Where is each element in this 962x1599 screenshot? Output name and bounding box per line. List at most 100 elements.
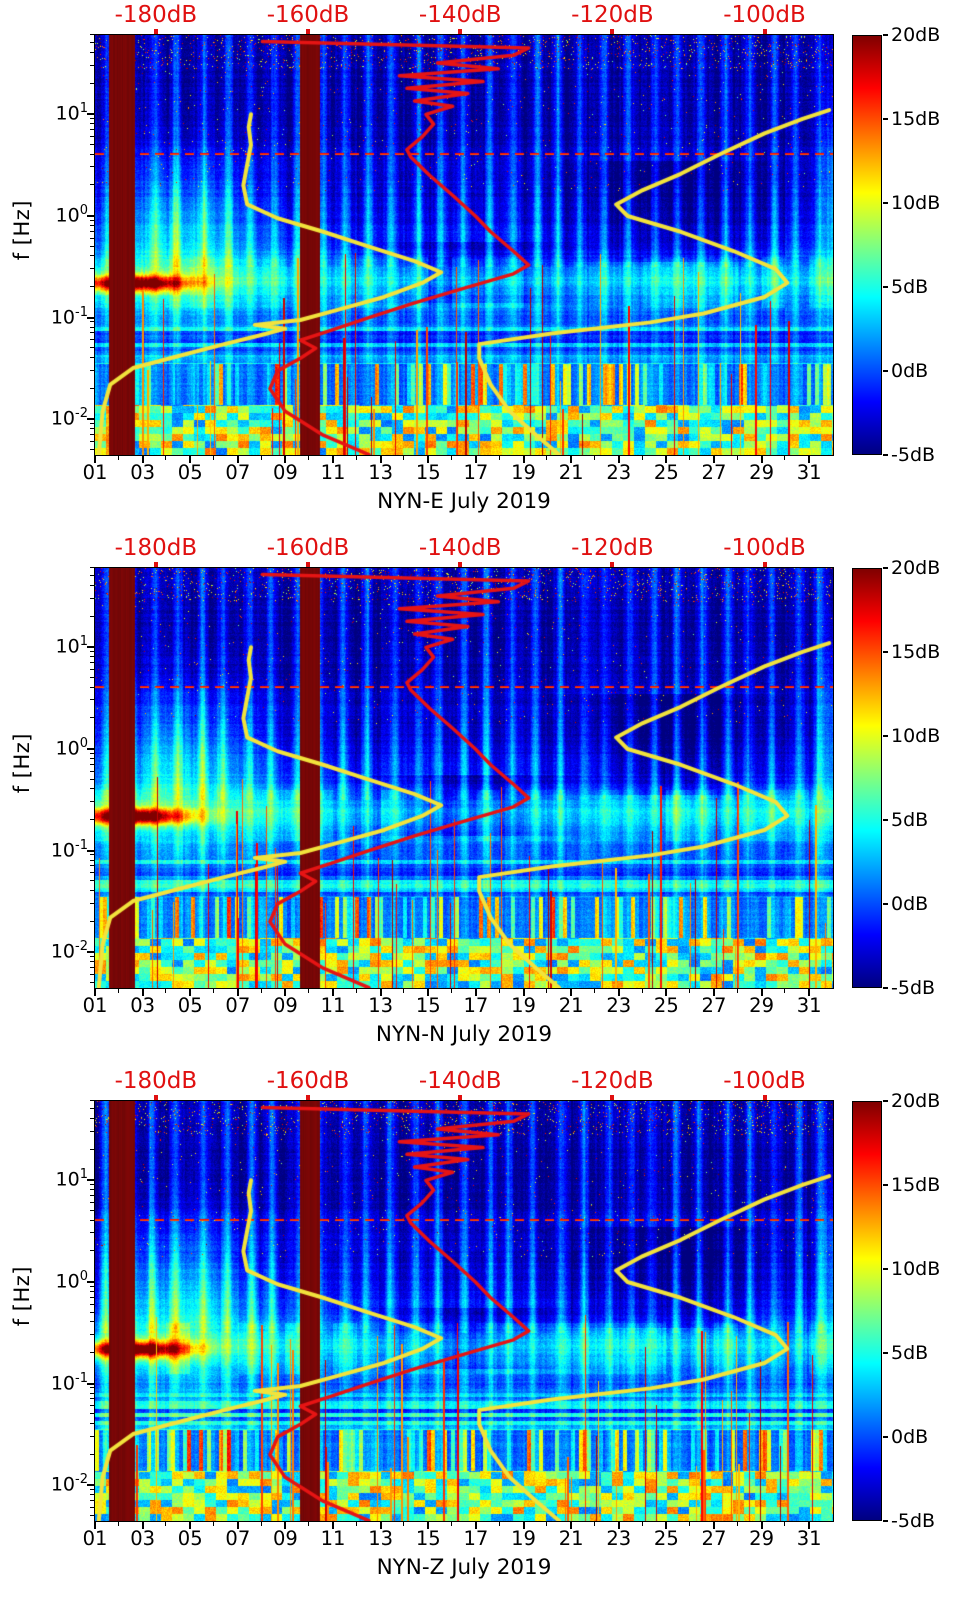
x-minor-tick-mark [260,989,262,993]
y-tick-mark [87,951,95,954]
y-tick-mark [87,1281,95,1284]
x-tick-label: 05 [177,994,203,1017]
colorbar-tick-label: 15dB [891,641,941,663]
x-tick-label: 09 [273,994,298,1017]
x-minor-tick-mark [689,1522,691,1526]
x-tick-label: 27 [701,1527,727,1550]
y-minor-tick-mark [90,1352,95,1354]
top-axis-tick-mark [458,1095,463,1103]
x-minor-tick-mark [593,456,595,460]
top-axis-db-labels: -180dB -160dB -140dB -120dB -100dB [95,535,833,570]
y-minor-tick-mark [90,1108,95,1110]
top-axis-tick-label: -140dB [418,2,502,28]
y-minor-tick-mark [90,326,95,328]
x-tick-mark [522,989,525,996]
colorbar-tick-label: 20dB [891,1090,941,1112]
colorbar-tick-mark [883,819,888,821]
x-tick-mark [808,989,811,996]
x-tick-label: 05 [177,461,203,484]
y-minor-tick-mark [90,763,95,765]
y-minor-tick-mark [90,1506,95,1508]
colorbar-tick-mark [883,987,888,989]
y-minor-tick-mark [90,1290,95,1292]
top-axis-tick-label: -180dB [114,1068,198,1094]
y-minor-tick-mark [90,819,95,821]
y-minor-tick-mark [90,369,95,371]
y-minor-tick-mark [90,52,95,54]
x-minor-tick-mark [308,456,310,460]
colorbar-tick-label: 20dB [891,557,941,579]
y-minor-tick-mark [90,321,95,323]
y-minor-tick-mark [90,872,95,874]
y-tick-mark [87,1484,95,1487]
colorbar-tick-mark [883,1520,888,1522]
x-tick-label: 15 [415,461,441,484]
x-tick-label: 07 [225,1527,251,1550]
x-tick-mark [808,456,811,463]
top-axis-tick-mark [306,1095,311,1103]
x-minor-tick-mark [213,456,215,460]
x-tick-label: 27 [701,461,727,484]
x-tick-label: 13 [368,994,394,1017]
x-minor-tick-mark [784,1522,786,1526]
plot-frame [94,1100,834,1522]
y-minor-tick-mark [90,920,95,922]
x-tick-label: 23 [606,461,632,484]
y-minor-tick-mark [90,778,95,780]
y-minor-tick-mark [90,1489,95,1491]
x-minor-tick-mark [213,1522,215,1526]
top-axis-tick-label: -120dB [571,1068,654,1094]
y-minor-tick-mark [90,237,95,239]
y-minor-tick-mark [90,357,95,359]
top-axis-tick-mark [762,29,767,37]
y-minor-tick-mark [90,859,95,861]
top-axis-tick-mark [610,1095,615,1103]
x-minor-tick-mark [355,989,357,993]
x-tick-mark [189,456,192,463]
top-axis-tick-label: -100dB [723,2,806,28]
colorbar-tick-mark [883,454,888,456]
x-tick-label: 29 [749,461,774,484]
x-tick-mark [808,1522,811,1529]
x-tick-label: 19 [511,461,536,484]
y-minor-tick-mark [90,656,95,658]
x-tick-label: 09 [273,461,298,484]
x-minor-tick-mark [308,1522,310,1526]
x-tick-label: 11 [320,461,346,484]
colorbar-tick-label: 15dB [891,1174,941,1196]
y-tick-label: 100 [55,736,88,760]
y-minor-tick-mark [90,1398,95,1400]
y-minor-tick-mark [90,332,95,334]
colorbar-tick-mark [883,286,888,288]
x-tick-label: 21 [558,994,584,1017]
x-minor-tick-mark [784,456,786,460]
y-minor-tick-mark [90,1453,95,1455]
x-tick-mark [427,1522,430,1529]
y-minor-tick-mark [90,135,95,137]
x-minor-tick-mark [308,989,310,993]
y-minor-tick-mark [90,1189,95,1191]
top-axis-tick-label: -140dB [418,1068,502,1094]
y-minor-tick-mark [90,1118,95,1120]
x-minor-tick-mark [117,456,119,460]
x-tick-mark [665,1522,668,1529]
x-minor-tick-mark [546,1522,548,1526]
y-minor-tick-mark [90,961,95,963]
y-tick-mark [87,316,95,319]
x-tick-mark [712,1522,715,1529]
x-tick-label: 15 [415,1527,441,1550]
x-tick-mark [712,989,715,996]
x-tick-mark [189,1522,192,1529]
y-tick-mark [87,748,95,751]
colorbar [852,1101,882,1521]
y-tick-label: 10-2 [50,1472,88,1496]
x-tick-mark [284,989,287,996]
x-minor-tick-mark [641,1522,643,1526]
x-tick-label: 25 [653,1527,679,1550]
y-minor-tick-mark [90,668,95,670]
x-tick-mark [760,1522,763,1529]
y-minor-tick-mark [90,752,95,754]
x-tick-mark [522,456,525,463]
x-tick-mark [94,456,96,463]
x-minor-tick-mark [260,1522,262,1526]
